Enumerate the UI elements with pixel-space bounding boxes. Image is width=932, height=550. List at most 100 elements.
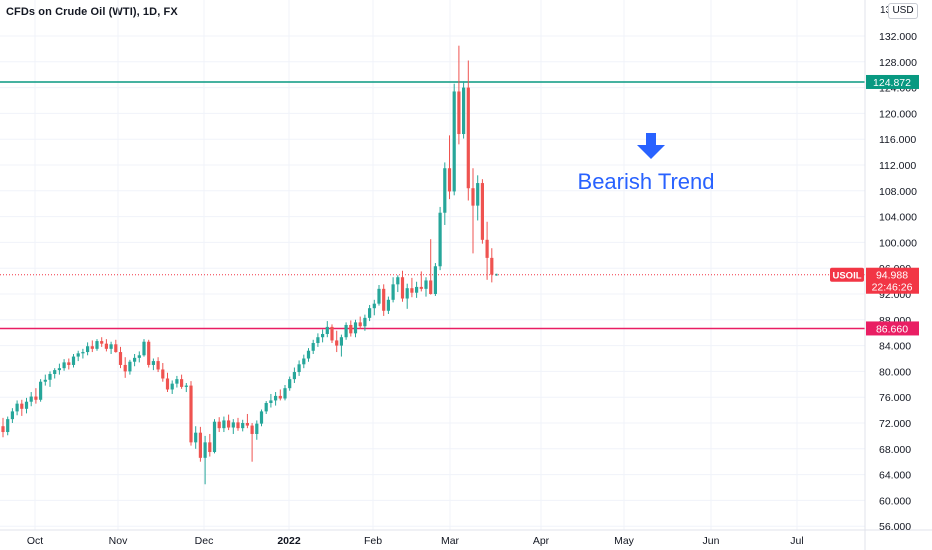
candle [452, 83, 456, 196]
y-tick-label: 72.000 [879, 418, 911, 430]
candle-body [1, 426, 5, 433]
candle-body [104, 343, 108, 349]
x-tick-label: Jun [703, 535, 720, 547]
candle-body [57, 368, 61, 371]
candle [76, 350, 80, 362]
candle [43, 374, 47, 386]
candle [372, 299, 376, 316]
candle [321, 329, 325, 343]
candle-body [250, 425, 254, 434]
candle [363, 314, 367, 331]
candle [48, 371, 52, 387]
y-tick-label: 60.000 [879, 495, 911, 507]
candle [269, 393, 273, 408]
candle-body [147, 341, 151, 365]
candle [194, 426, 198, 449]
symbol-badge [830, 267, 864, 282]
candle [391, 277, 395, 303]
candle-body [71, 356, 76, 365]
candle-body [67, 362, 71, 365]
y-tick-label: 112.000 [879, 160, 916, 172]
candle-body [90, 346, 94, 349]
candle [39, 379, 43, 402]
candle [203, 435, 207, 485]
candle [15, 400, 19, 416]
y-tick-label: 132.000 [879, 31, 917, 43]
candle-body [109, 344, 113, 349]
candle-body [76, 353, 80, 357]
candle-body [278, 395, 282, 399]
candle-body [335, 340, 339, 346]
x-tick-label: Jul [790, 535, 803, 547]
price-axis[interactable]: 132.000128.000124.000120.000116.000112.0… [879, 31, 917, 533]
time-axis[interactable]: Oct Nov Dec 2022 Feb Mar Apr May Jun Jul [27, 535, 804, 547]
candle-body [100, 341, 104, 344]
candle-body [410, 288, 414, 293]
candle-body [264, 403, 268, 412]
candle-body [156, 361, 160, 370]
annotation-text: Bearish Trend [578, 169, 715, 194]
candle-body [311, 343, 315, 351]
candle-body [39, 381, 43, 400]
candle [306, 348, 311, 362]
candle [156, 357, 160, 373]
candle-body [212, 421, 217, 453]
candle-body [447, 168, 452, 192]
symbol-label: USOIL [832, 271, 861, 282]
candle [278, 389, 282, 401]
candle-body [306, 350, 311, 359]
candlestick-series [1, 45, 498, 485]
candle-body [292, 372, 296, 380]
candle [386, 296, 390, 314]
candle-body [415, 286, 419, 293]
y-tick-label: 80.000 [879, 366, 911, 378]
candle [480, 179, 484, 244]
candle [175, 375, 179, 388]
candle [34, 388, 38, 404]
candle [6, 416, 10, 436]
candle [330, 324, 334, 344]
y-tick-label: 108.000 [879, 186, 917, 198]
candle [457, 45, 461, 145]
candle-body [424, 280, 428, 289]
candle [137, 351, 141, 363]
candle [476, 175, 480, 221]
candle-body [316, 337, 320, 344]
candle-body [227, 420, 231, 428]
candle [227, 414, 231, 431]
level-badge-label: 124.872 [873, 77, 911, 89]
candle [161, 363, 165, 382]
y-tick-label: 64.000 [879, 470, 911, 482]
candle-body [297, 364, 301, 373]
candle [419, 271, 423, 292]
candle-body [194, 432, 198, 443]
candle [447, 135, 452, 200]
candle [20, 399, 24, 416]
candle [100, 337, 104, 347]
candle [222, 416, 226, 433]
candle-body [217, 421, 221, 429]
candle [133, 353, 137, 367]
candle-body [180, 379, 184, 387]
candle-body [161, 369, 165, 379]
x-tick-label: Oct [27, 535, 43, 547]
annotation[interactable]: Bearish Trend [578, 133, 715, 194]
candle-body [142, 341, 146, 356]
candle [29, 392, 33, 407]
candle-body [485, 239, 489, 258]
candle-body [6, 419, 10, 433]
candle-body [386, 299, 390, 311]
candle-body [405, 288, 409, 299]
currency-button[interactable]: USD [888, 3, 918, 19]
candle [438, 206, 442, 271]
candle [396, 275, 400, 293]
candle-body [466, 87, 470, 189]
x-tick-label: May [614, 535, 635, 547]
candle-body [15, 403, 19, 412]
candle [443, 162, 447, 225]
candle-body [480, 183, 484, 240]
candle-body [382, 288, 386, 311]
candle [405, 283, 409, 309]
